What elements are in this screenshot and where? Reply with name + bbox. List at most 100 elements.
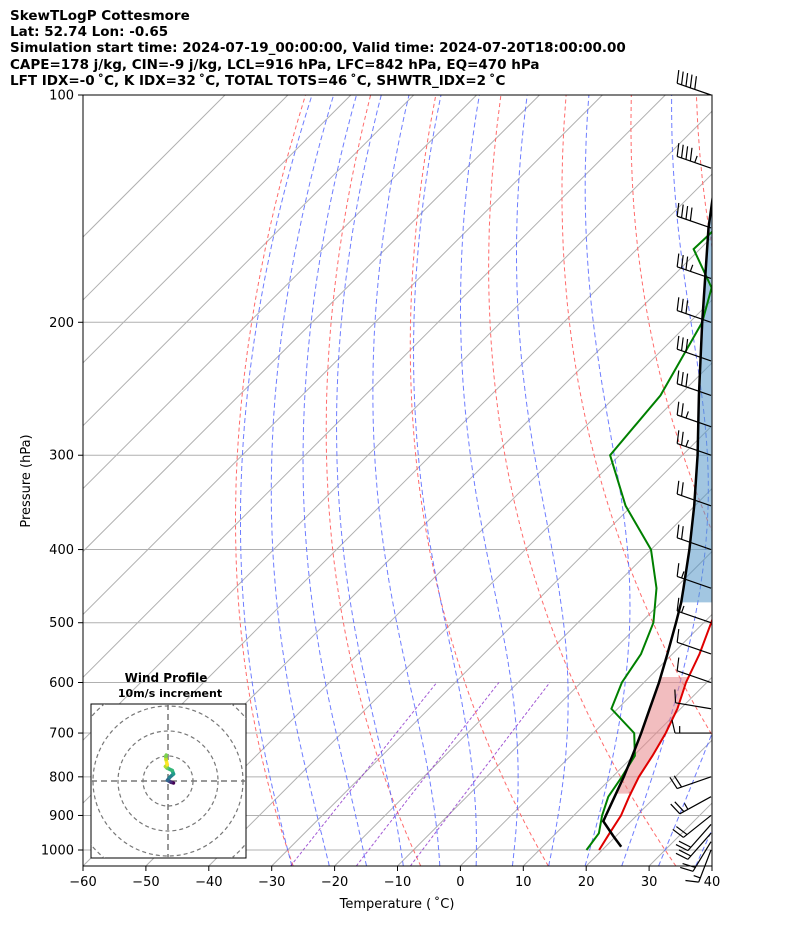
mixing-ratio-line [409,682,551,866]
y-tick-label: 500 [49,616,74,631]
barb-flag [676,69,680,84]
isotherm [83,95,289,301]
barb-flag [676,657,680,671]
x-tick-label: −10 [384,875,411,890]
y-tick-label: 1000 [41,844,74,859]
barb-shaft [676,610,712,624]
moist-adiabat [516,95,569,866]
barb-flag [676,524,680,538]
x-tick-label: −60 [69,875,96,890]
y-tick-label: 200 [49,316,74,331]
barb-flag [689,147,693,162]
isotherm [397,550,712,866]
wind-barb [675,824,712,852]
parcel-line [601,193,712,848]
inset-title: Wind Profile [125,671,208,685]
barb-flag [672,828,684,838]
barb-flag [685,146,689,160]
isotherm [83,95,540,553]
barb-flag [680,204,684,218]
wind-barb [676,69,712,96]
barb-flag [675,844,689,852]
barb-flag [685,300,689,314]
dry-adiabat [488,95,677,866]
wind-barb [671,719,711,734]
mixing-ratio-line [290,682,438,866]
barb-flag [676,628,680,643]
barb-flag [678,849,692,857]
isotherm [648,802,712,866]
barb-half [683,803,689,810]
moist-adiabat [372,95,441,866]
moist-adiabat [240,95,313,866]
x-tick-label: 30 [641,875,658,890]
dry-adiabat [409,95,549,866]
dry-adiabat [630,95,712,533]
barb-shaft [676,215,712,229]
wind-barb [676,143,712,169]
y-tick-label: 800 [49,770,74,785]
wind-barb [676,563,712,589]
moist-adiabat [658,731,712,866]
cape-cin-fill [616,202,712,794]
barb-shaft [676,442,712,456]
x-tick-label: −20 [321,875,348,890]
isotherm [83,110,712,741]
y-tick-label: 900 [49,809,74,824]
dry-adiabat [235,95,306,866]
barb-flag [685,338,689,353]
temperature-line [598,617,712,851]
barb-shaft [676,310,712,323]
moist-adiabat [460,95,519,866]
barb-flag [685,879,699,883]
barb-shaft [683,814,712,838]
y-axis-label: Pressure (hPa) [19,434,34,527]
barb-flag [685,205,689,220]
barb-flag [676,480,680,495]
barb-flag [676,563,680,577]
barb-half [685,439,689,447]
wind-barb [676,297,712,323]
barb-flag [689,207,693,221]
wind-barb [676,628,712,655]
wind-barb [676,430,712,456]
barb-shaft [676,155,712,169]
x-tick-label: 0 [456,875,464,890]
barb-shaft [676,641,712,655]
profile-lines [585,193,712,851]
barb-flag [676,335,680,350]
inset-ring [117,730,219,832]
barb-shaft [676,776,712,790]
x-tick-label: 10 [515,875,532,890]
dewpoint-line [585,230,712,851]
header-location: Lat: 52.74 Lon: -0.65 [10,24,169,41]
isotherm [522,676,712,866]
barb-flag [676,202,680,217]
barb-half [694,155,698,163]
barb-shaft [676,383,712,397]
barb-flag [680,337,684,351]
barb-flag [685,373,689,387]
barb-half [681,605,685,613]
barb-flag [676,370,680,384]
barb-shaft [676,493,712,507]
x-tick-label: 20 [578,875,595,890]
barb-flag [676,253,680,267]
wind-barb [676,597,712,624]
isotherm [271,424,712,866]
header-indices-2: LFT IDX=-0 ˚C, K IDX=32 ˚C, TOTAL TOTS=4… [10,72,506,89]
wind-barb [670,796,712,815]
moist-adiabat [335,95,404,866]
wind-barb [676,335,712,362]
wind-barb [676,524,712,551]
barb-flag [676,143,680,157]
barb-flag [680,144,684,159]
barb-flag [674,801,685,812]
barb-flag [670,803,681,815]
inset-subtitle: 10m/s increment [118,687,222,700]
isotherm [83,95,226,238]
barb-half [685,411,689,419]
dry-adiabat [325,95,422,866]
wind-barb [675,832,712,860]
